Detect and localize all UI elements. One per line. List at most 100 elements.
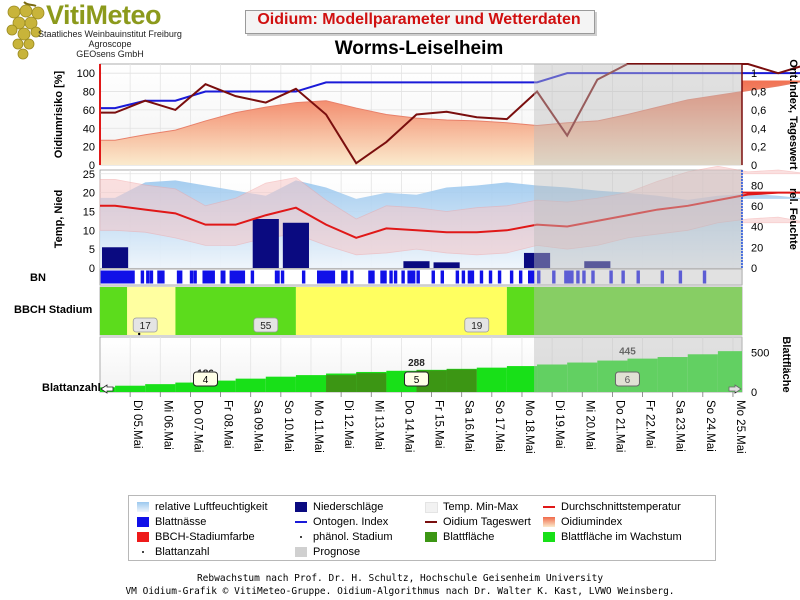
bn-wetness-mark-16 (128, 270, 132, 284)
bbch-label-2: 19 (471, 321, 483, 332)
legend-label-ontogen: Ontogen. Index (313, 516, 389, 528)
x-tick-label-13: Mo 18.Mai (523, 400, 535, 454)
legend-label-oidiumindex: Oidiumindex (561, 516, 623, 528)
x-tick-label-0: Di 05.Mai (131, 400, 143, 449)
x-tick-label-8: Mi 13.Mai (372, 400, 384, 450)
bbch-label-box-0 (132, 317, 158, 333)
x-tick-label-14: Di 19.Mai (553, 400, 565, 449)
legend-swatch-precip (295, 502, 307, 512)
x-tick-label-12: So 17.Mai (493, 400, 505, 452)
bn-wetness-mark-21 (149, 270, 154, 284)
bn-wetness-mark-72 (528, 270, 532, 284)
tick-weather-right-4: 80 (751, 180, 763, 192)
bn-wetness-mark-33 (211, 270, 215, 284)
bn-strip-bg (99, 268, 743, 286)
prognosis-shade-2 (534, 269, 742, 285)
bar-leaf-growth-4 (205, 380, 236, 392)
legend-swatch-temp-minmax (425, 502, 438, 513)
bn-wetness-mark-48 (344, 270, 348, 284)
tick-weather-right-0: 0 (751, 263, 757, 275)
bar-leaf-growth-14 (506, 366, 538, 392)
scroll-right-icon (728, 384, 742, 394)
row-label-blattanzahl: Blattanzahl (42, 382, 101, 394)
bn-wetness-mark-87 (702, 270, 707, 284)
tick-oidium-left-2: 40 (83, 123, 95, 135)
x-tick-label-6: Mo 11.Mai (312, 400, 324, 453)
bn-wetness-mark-64 (461, 270, 466, 284)
legend-label-leaf-growth: Blattfläche im Wachstum (561, 531, 682, 543)
tick-weather-left-1: 5 (89, 244, 95, 256)
tick-weather-right-2: 40 (751, 222, 763, 234)
bn-wetness-mark-63 (455, 270, 460, 284)
tick-weather-left-5: 25 (83, 169, 95, 181)
bn-wetness-mark-26 (178, 270, 183, 284)
bar-leaf-growth-6 (265, 376, 296, 392)
bn-wetness-mark-86 (678, 270, 683, 284)
bar-leaf-growth-7 (295, 375, 327, 392)
x-tick-label-16: Do 21.Mai (613, 400, 625, 452)
tick-oidium-right-1: 0,2 (751, 142, 766, 154)
legend-label-leaf-count: Blattanzahl (155, 546, 210, 558)
bbch-label-box-1 (253, 317, 279, 333)
footer-line-2: VM Oidium-Grafik © VitiMeteo-Gruppe. Oid… (125, 586, 675, 597)
bar-leaf-growth-19 (657, 357, 688, 392)
legend-label-tageswert: Oidium Tageswert (443, 516, 531, 528)
legend-swatch-leaf-growth (543, 532, 555, 542)
bar-precip-10 (403, 261, 430, 268)
legend-label-leaf-wetness: Blattnässe (155, 516, 207, 528)
legend-swatch-bbch-color (137, 532, 149, 542)
leaf-count-label-1: 5 (414, 375, 420, 386)
bn-wetness-mark-22 (157, 270, 161, 284)
tick-oidium-left-4: 80 (83, 87, 95, 99)
footer-line-1: Rebwachstum nach Prof. Dr. H. Schultz, H… (196, 573, 604, 584)
bar-leaf-growth-2 (145, 384, 176, 392)
bar-precip-11 (433, 262, 460, 268)
bar-leaf-growth-1 (115, 385, 146, 392)
leaf-count-box-0 (192, 371, 218, 387)
x-tick-label-11: Sa 16.Mai (463, 400, 475, 452)
bn-wetness-mark-69 (497, 270, 502, 284)
tick-oidium-right-3: 0,6 (751, 105, 766, 117)
bn-wetness-mark-43 (301, 270, 306, 284)
scroll-left-icon (100, 384, 114, 394)
legend-swatch-temp-avg (543, 506, 555, 508)
bn-wetness-mark-71 (518, 270, 523, 284)
bar-leaf-growth-13 (476, 367, 507, 392)
legend-label-precip: Niederschläge (313, 501, 384, 513)
tick-oidium-right-5: 1 (751, 68, 757, 80)
bn-wetness-mark-79 (576, 270, 580, 284)
bar-leaf-area-9 (356, 373, 387, 392)
x-tick-label-20: Mo 25.Mai (734, 400, 746, 454)
bar-leaf-area-8 (326, 375, 357, 392)
x-tick-label-19: So 24.Mai (704, 400, 716, 452)
bar-leaf-growth-3 (175, 382, 206, 392)
bn-wetness-mark-75 (552, 270, 556, 284)
x-tick-label-3: Fr 08.Mai (222, 400, 234, 449)
tick-oidium-right-2: 0,4 (751, 123, 766, 135)
bn-wetness-mark-52 (380, 270, 384, 284)
bn-wetness-mark-76 (564, 270, 568, 284)
bn-wetness-mark-73 (531, 270, 535, 284)
logo-org-3: GEOsens GmbH (76, 49, 144, 59)
bbch-label-box-2 (464, 317, 490, 333)
bn-wetness-mark-81 (591, 270, 595, 284)
x-tick-label-15: Mi 20.Mai (583, 400, 595, 450)
bn-wetness-mark-41 (276, 270, 280, 284)
bn-wetness-mark-70 (509, 270, 514, 284)
bn-wetness-mark-67 (479, 270, 484, 284)
prognosis-shade-4 (534, 337, 742, 392)
legend-label-prognose: Prognose (313, 546, 361, 558)
legend-swatch-oidiumindex (543, 517, 555, 527)
bn-wetness-mark-47 (341, 270, 345, 284)
legend-swatch-leaf-wetness (137, 517, 149, 527)
tick-weather-right-3: 60 (751, 201, 763, 213)
bar-precip-0 (102, 247, 129, 268)
bar-precip-14 (523, 252, 551, 268)
x-tick-label-18: Sa 23.Mai (674, 400, 686, 452)
axis-label-temp-nied: Temp, Nied (53, 190, 65, 248)
bn-wetness-block-2 (229, 270, 245, 284)
legend-label-temp-avg: Durchschnittstemperatur (561, 501, 681, 513)
bbch-phen-dot (137, 332, 141, 336)
bn-wetness-mark-39 (250, 270, 255, 284)
axis-label-rel-feuchte: rel. Feuchte (787, 188, 799, 250)
